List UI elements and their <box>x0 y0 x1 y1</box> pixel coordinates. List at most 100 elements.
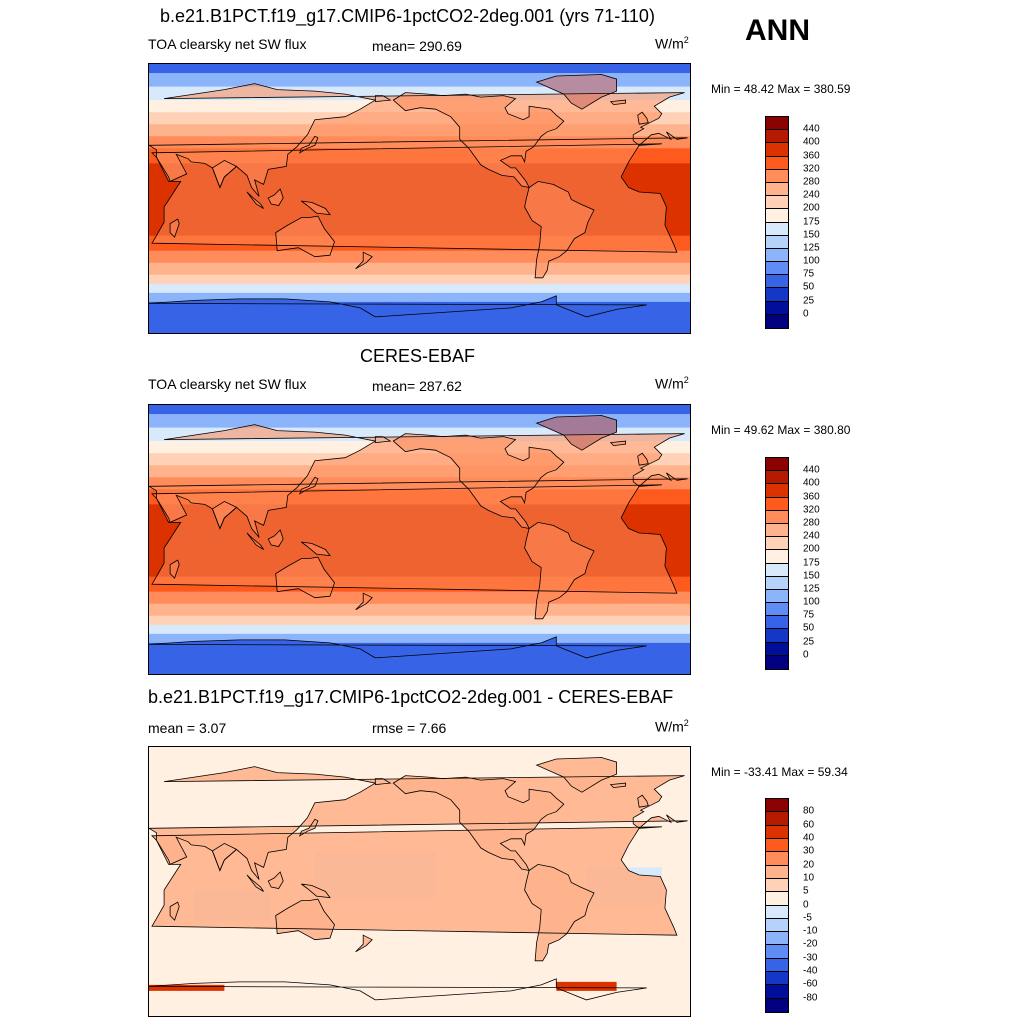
coastline-iceland <box>609 440 627 447</box>
colorbar-tick-label: 0 <box>803 899 809 910</box>
panel1-title: b.e21.B1PCT.f19_g17.CMIP6-1pctCO2-2deg.0… <box>160 6 655 26</box>
colorbar-tick-label: 360 <box>803 150 820 162</box>
flux-band <box>149 64 690 74</box>
colorbar-swatch <box>766 471 788 485</box>
coastline-newguinea <box>301 883 331 899</box>
colorbar-swatch <box>766 523 788 538</box>
colorbar-tick-label: -60 <box>803 978 818 990</box>
colorbar-swatch <box>766 852 788 866</box>
colorbar-swatch <box>766 958 788 973</box>
colorbar-tick-label: -80 <box>803 992 818 1004</box>
panel1-units: W/m2 <box>655 36 689 51</box>
land-tint-japan <box>299 477 318 494</box>
land-tint-borneo <box>268 872 284 889</box>
colorbar-tick-label: 240 <box>803 530 820 542</box>
colorbar-tick-label: 280 <box>803 176 820 188</box>
coastline-india <box>211 842 238 872</box>
panel1-minmax: Min = 48.42 Max = 380.59 <box>711 82 851 96</box>
colorbar-tick-label: 0 <box>803 649 809 661</box>
colorbar-tick-label: -40 <box>803 965 818 977</box>
coastline-borneo <box>267 188 284 206</box>
antarctica-field <box>149 295 647 333</box>
land-tint-southamerica <box>524 522 594 619</box>
land-tint-southamerica <box>524 864 594 961</box>
land-tint-greenland <box>536 74 617 110</box>
colorbar-swatch <box>766 642 788 656</box>
coastline-chukotka <box>374 95 392 103</box>
land-tint-greenland <box>536 415 617 451</box>
panel2-left-label: TOA clearsky net SW flux <box>148 376 307 392</box>
land-tint-northamerica <box>393 433 564 529</box>
coastline-iceland <box>609 782 627 789</box>
flux-band <box>149 292 690 303</box>
colorbar-swatch <box>766 892 788 906</box>
coastline-newzealand <box>355 251 373 270</box>
colorbar-tick-label: 20 <box>803 859 815 871</box>
colorbar-swatch <box>766 169 788 183</box>
colorbar-swatch <box>766 275 788 289</box>
colorbar-swatch <box>766 945 788 959</box>
coastline-northamerica <box>392 92 565 189</box>
coastline-borneo <box>267 529 284 547</box>
colorbar-swatch <box>766 589 788 604</box>
colorbar-swatch <box>766 262 788 276</box>
land-tint-india <box>212 160 237 188</box>
colorbar-tick-label: 10 <box>803 872 815 884</box>
colorbar-tick-label: -5 <box>803 912 812 924</box>
coastline-australia <box>275 215 335 258</box>
colorbar-swatch <box>766 825 788 839</box>
colorbar-tick-label: 5 <box>803 885 809 897</box>
panel2-minmax: Min = 49.62 Max = 380.80 <box>711 423 851 437</box>
panel1-units-text: W/m <box>655 35 684 52</box>
colorbar-swatch <box>766 918 788 933</box>
panel3-mean-label: mean = 3.07 <box>148 720 227 736</box>
coastline-group <box>149 415 688 659</box>
flux-band <box>149 283 690 294</box>
panel3-rmse-label: rmse = 7.66 <box>372 720 447 736</box>
colorbar-tick-label: 125 <box>803 583 820 595</box>
panel3-minmax: Min = -33.41 Max = 59.34 <box>711 765 848 779</box>
colorbar-tick-label: 150 <box>803 229 820 241</box>
colorbar-tick-label: -30 <box>803 952 818 964</box>
coastline-newguinea <box>301 541 331 557</box>
panel2-map <box>148 404 691 675</box>
colorbar-tick-label: 200 <box>803 202 820 214</box>
coastline-uk <box>637 794 649 808</box>
colorbar-tick-label: 100 <box>803 596 820 608</box>
coastline-antarctica <box>149 636 647 659</box>
coastline-africa <box>151 826 678 936</box>
colorbar-swatch <box>766 616 788 630</box>
colorbar-swatch <box>766 458 788 472</box>
colorbar-swatch <box>766 838 788 853</box>
panel1-map <box>148 63 691 334</box>
colorbar-swatch <box>766 537 788 551</box>
colorbar-tick-label: -20 <box>803 938 818 950</box>
land-tint-newguinea <box>301 201 330 215</box>
colorbar-swatch <box>766 288 788 302</box>
land-tint-madagascar <box>170 902 180 921</box>
coastline-borneo <box>267 871 284 889</box>
coastline-chukotka <box>374 436 392 444</box>
panel2-units-text: W/m <box>655 375 684 392</box>
colorbar-swatch <box>766 510 788 524</box>
panel2-title: CERES-EBAF <box>360 346 476 366</box>
coastline-newguinea <box>301 200 331 216</box>
flux-band <box>149 624 690 635</box>
coastline-southamerica <box>524 863 595 962</box>
colorbar-swatch <box>766 799 788 813</box>
colorbar-swatch <box>766 130 788 144</box>
coastline-eurasia <box>149 424 688 538</box>
coastline-antarctica <box>149 295 647 318</box>
coastline-japan <box>299 476 319 495</box>
colorbar-swatch <box>766 550 788 564</box>
panel3-title: b.e21.B1PCT.f19_g17.CMIP6-1pctCO2-2deg.0… <box>148 687 674 707</box>
land-tint-australia <box>275 216 335 257</box>
panel3-map <box>148 746 691 1017</box>
colorbar-tick-label: 320 <box>803 163 820 175</box>
colorbar-swatch <box>766 196 788 210</box>
panel2-colorbar <box>765 457 789 670</box>
coastline-madagascar <box>169 218 180 238</box>
season-label: ANN <box>745 14 810 47</box>
colorbar-swatch <box>766 905 788 919</box>
coastline-india <box>211 159 238 189</box>
